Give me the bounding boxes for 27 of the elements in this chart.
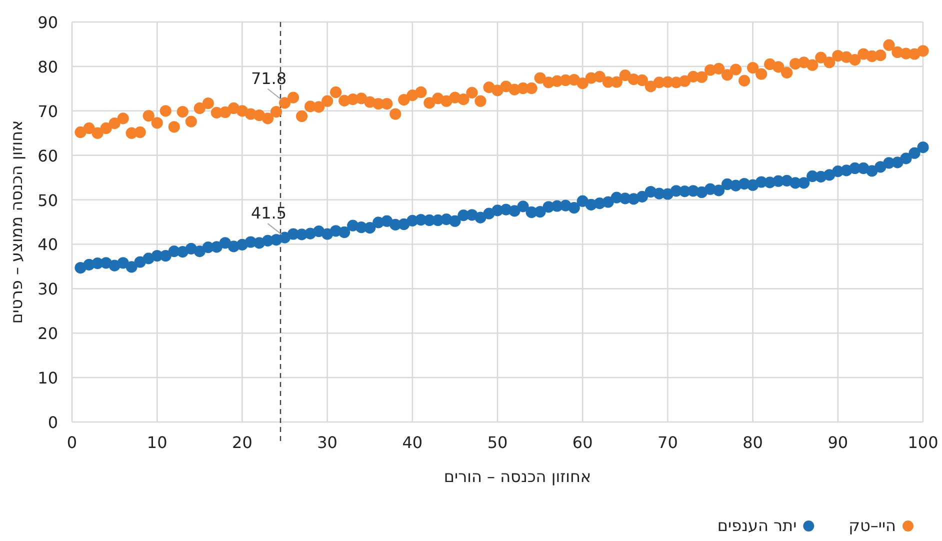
y-tick-label: 10 <box>38 368 58 388</box>
x-tick-label: 10 <box>146 433 168 452</box>
x-tick-label: 80 <box>742 433 763 452</box>
x-tick-label: 0 <box>66 433 78 452</box>
x-tick-label: 90 <box>828 433 848 452</box>
y-tick-label: 80 <box>38 57 58 76</box>
y-tick-label: 20 <box>38 324 58 344</box>
annotation: 71.8 <box>250 68 287 88</box>
legend-label: יתר הענפים <box>717 516 797 535</box>
x-tick-label: 40 <box>402 433 423 452</box>
x-tick-label: 30 <box>317 433 338 452</box>
x-tick-label: 50 <box>487 433 508 452</box>
legend-label: היי–טק <box>848 516 896 535</box>
x-tick-label: 60 <box>572 433 593 452</box>
y-tick-label: 40 <box>38 235 58 254</box>
x-axis-title: אחוזון הכנסה – הורים <box>444 467 592 486</box>
x-tick-label: 20 <box>232 433 252 452</box>
y-tick-label: 70 <box>38 102 58 121</box>
annotation: 41.5 <box>250 204 287 223</box>
x-tick-label: 70 <box>658 433 678 452</box>
y-tick-label: 60 <box>38 146 58 166</box>
y-axis-title: אחוזון הכנסה ממוצע – פרטים <box>7 120 26 324</box>
y-tick-label: 0 <box>48 413 58 432</box>
y-tick-label: 50 <box>38 190 58 210</box>
y-tick-label: 30 <box>38 280 58 299</box>
y-tick-label: 90 <box>38 13 58 32</box>
x-tick-label: 100 <box>908 433 938 452</box>
